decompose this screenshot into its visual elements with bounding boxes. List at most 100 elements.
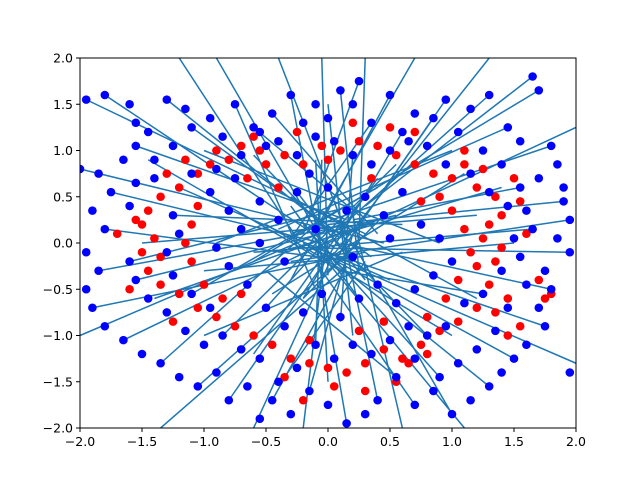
red-point — [187, 257, 196, 266]
blue-point — [447, 257, 457, 266]
blue-point — [137, 349, 147, 359]
blue-point — [484, 382, 494, 391]
red-point — [243, 173, 252, 183]
segment-line — [135, 214, 397, 281]
blue-point — [354, 76, 364, 86]
red-point — [218, 294, 227, 303]
blue-point — [453, 358, 463, 368]
red-point — [478, 164, 488, 174]
blue-point — [181, 104, 190, 114]
blue-point — [94, 169, 103, 178]
blue-point — [429, 386, 438, 396]
red-point — [193, 201, 203, 211]
segment-line — [265, 223, 453, 337]
blue-point — [212, 243, 221, 252]
red-point — [131, 215, 141, 225]
red-point — [472, 303, 482, 313]
segment-line — [314, 159, 323, 345]
blue-point — [212, 368, 221, 377]
red-point — [354, 326, 364, 336]
red-point — [416, 197, 426, 206]
red-point — [398, 354, 407, 363]
blue-point — [174, 229, 184, 239]
segment-line — [228, 256, 329, 401]
red-point — [212, 146, 221, 155]
red-point — [181, 155, 190, 165]
blue-point — [540, 266, 550, 276]
blue-point — [292, 150, 302, 160]
red-point — [137, 220, 147, 229]
blue-point — [391, 372, 401, 382]
blue-point — [391, 298, 401, 308]
x-tick-label: −1.5 — [127, 434, 157, 449]
red-point — [497, 210, 506, 220]
blue-point — [342, 419, 351, 428]
blue-point — [131, 275, 141, 285]
red-point — [329, 382, 339, 391]
blue-point — [348, 252, 358, 262]
red-point — [174, 289, 184, 299]
segment-line — [340, 270, 484, 295]
blue-point — [546, 284, 556, 294]
blue-point — [466, 104, 475, 114]
segment-line — [290, 219, 570, 263]
blue-point — [305, 386, 314, 396]
blue-point — [540, 321, 550, 331]
blue-point — [80, 164, 85, 174]
blue-point — [88, 206, 97, 215]
x-tick-label: 1.0 — [442, 434, 462, 449]
blue-point — [280, 257, 289, 266]
red-point — [199, 280, 209, 289]
segment-line — [314, 242, 348, 424]
blue-point — [385, 146, 395, 155]
blue-point — [119, 335, 128, 345]
x-tick-label: 0.5 — [380, 434, 400, 449]
blue-point — [478, 146, 488, 155]
blue-point — [398, 187, 407, 197]
segment-line — [314, 159, 329, 382]
blue-point — [453, 127, 463, 137]
blue-point — [329, 136, 339, 146]
red-point — [342, 368, 351, 377]
blue-point — [441, 95, 451, 104]
blue-point — [280, 321, 289, 331]
red-point — [491, 192, 500, 202]
blue-point — [311, 132, 320, 141]
blue-point — [224, 261, 234, 271]
red-point — [491, 308, 500, 317]
segment-line — [160, 265, 348, 428]
blue-point — [187, 123, 196, 132]
red-point — [460, 146, 469, 155]
blue-point — [224, 395, 234, 405]
blue-point — [410, 354, 420, 363]
segment-line — [339, 155, 354, 322]
blue-point — [162, 308, 172, 317]
blue-point — [379, 210, 389, 220]
red-point — [181, 238, 190, 248]
y-tick-label: −2.0 — [43, 421, 73, 436]
red-point — [410, 127, 420, 137]
red-point — [441, 294, 451, 303]
red-point — [453, 317, 463, 326]
blue-point — [267, 109, 277, 118]
blue-point — [298, 308, 308, 317]
blue-point — [441, 321, 451, 331]
red-point — [112, 229, 122, 239]
blue-point — [367, 349, 376, 359]
blue-point — [261, 303, 271, 313]
red-point — [385, 123, 395, 132]
segment-line — [271, 172, 465, 295]
red-point — [373, 141, 382, 151]
red-point — [466, 247, 475, 257]
blue-point — [565, 215, 575, 225]
red-point — [416, 340, 426, 350]
blue-point — [348, 99, 358, 109]
blue-point — [497, 368, 506, 377]
blue-point — [491, 326, 500, 336]
red-point — [379, 317, 389, 326]
segment-line — [123, 237, 335, 341]
red-point — [404, 358, 413, 368]
red-point — [305, 335, 314, 345]
blue-point — [311, 224, 320, 234]
